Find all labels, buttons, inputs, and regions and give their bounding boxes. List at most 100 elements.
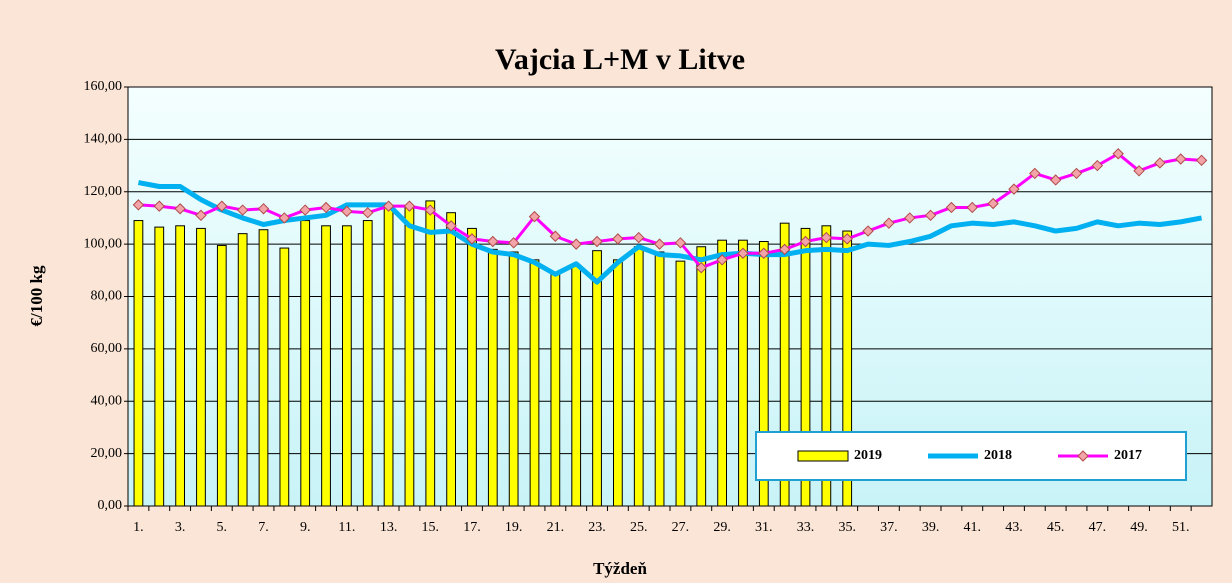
marker xyxy=(528,210,541,223)
marker xyxy=(778,243,791,256)
x-tick-label: 29. xyxy=(713,520,731,535)
marker xyxy=(132,199,145,211)
y-tick-label: 60,00 xyxy=(91,341,123,356)
bar xyxy=(258,229,269,507)
bar xyxy=(300,220,311,507)
x-tick-label: 11. xyxy=(338,520,355,535)
marker xyxy=(924,209,937,222)
bar xyxy=(613,259,623,507)
marker xyxy=(1049,174,1062,186)
bar xyxy=(216,244,227,507)
bar xyxy=(154,226,165,507)
x-tick-label: 37. xyxy=(880,520,898,535)
bar xyxy=(779,222,790,507)
legend-label: 2019 xyxy=(854,448,882,463)
marker xyxy=(653,238,666,250)
bar xyxy=(133,220,144,507)
y-tick-label: 160,00 xyxy=(84,79,123,94)
x-tick-label: 43. xyxy=(1005,520,1023,535)
marker xyxy=(1070,167,1083,180)
marker xyxy=(236,204,249,216)
bar xyxy=(654,251,665,507)
bar xyxy=(404,205,415,507)
marker xyxy=(1154,157,1166,169)
x-tick-label: 17. xyxy=(463,520,481,535)
marker xyxy=(1175,153,1187,165)
bar xyxy=(758,241,769,507)
y-tick-label: 100,00 xyxy=(84,236,123,251)
marker xyxy=(883,217,895,229)
y-tick-label: 140,00 xyxy=(84,132,123,147)
marker xyxy=(633,231,645,244)
bar xyxy=(196,227,206,507)
bar xyxy=(592,250,602,507)
marker xyxy=(1029,167,1041,180)
bar xyxy=(279,247,290,507)
marker xyxy=(362,206,374,219)
marker xyxy=(904,212,916,224)
marker xyxy=(1091,159,1104,172)
y-tick-label: 20,00 xyxy=(91,446,123,461)
bar xyxy=(487,248,498,507)
marker xyxy=(966,201,978,214)
bar xyxy=(800,227,811,507)
legend-swatch xyxy=(797,450,849,462)
x-tick-label: 45. xyxy=(1047,520,1065,535)
marker xyxy=(799,235,812,248)
marker xyxy=(549,230,562,242)
marker xyxy=(695,261,707,274)
bar xyxy=(383,206,394,507)
bar xyxy=(425,200,436,507)
marker xyxy=(153,200,165,212)
bar xyxy=(550,272,561,507)
marker xyxy=(591,235,603,248)
bar xyxy=(738,239,748,507)
line xyxy=(138,152,1202,270)
x-tick-label: 9. xyxy=(300,520,311,535)
x-tick-label: 49. xyxy=(1130,520,1148,535)
marker xyxy=(612,233,624,245)
y-tick-label: 120,00 xyxy=(84,184,123,199)
marker xyxy=(758,247,770,259)
bar xyxy=(342,225,352,507)
marker xyxy=(716,254,728,266)
x-tick-label: 39. xyxy=(922,520,940,535)
y-tick-label: 80,00 xyxy=(91,289,123,304)
marker xyxy=(841,233,853,245)
bar xyxy=(696,246,707,507)
marker xyxy=(299,204,311,216)
marker xyxy=(445,220,457,232)
legend-label: 2017 xyxy=(1114,448,1142,463)
x-tick-label: 21. xyxy=(547,520,565,535)
marker xyxy=(820,231,833,244)
marker xyxy=(1112,148,1124,160)
marker xyxy=(945,201,958,214)
marker xyxy=(257,203,270,215)
chart-title: Vajcia L+M v Litve xyxy=(495,43,745,76)
bar xyxy=(821,225,832,507)
y-axis-label: €/100 kg xyxy=(27,265,46,326)
y-tick-label: 0,00 xyxy=(98,498,123,513)
bar xyxy=(529,259,540,507)
x-axis-label: Týždeň xyxy=(593,559,647,578)
marker xyxy=(507,237,520,249)
marker xyxy=(674,237,687,249)
x-tick-label: 41. xyxy=(964,520,982,535)
x-tick-label: 27. xyxy=(672,520,690,535)
x-tick-label: 19. xyxy=(505,520,523,535)
marker xyxy=(195,209,207,222)
x-tick-label: 31. xyxy=(755,520,773,535)
line xyxy=(137,180,1203,285)
marker xyxy=(320,201,332,214)
marker xyxy=(1195,154,1208,167)
bar xyxy=(508,251,519,507)
x-tick-label: 13. xyxy=(380,520,398,535)
marker xyxy=(341,205,353,218)
marker xyxy=(987,197,999,210)
x-tick-label: 1. xyxy=(133,520,144,535)
x-tick-label: 33. xyxy=(797,520,815,535)
marker xyxy=(466,233,478,245)
bar xyxy=(633,246,644,507)
marker xyxy=(862,225,874,237)
bar xyxy=(467,227,477,507)
